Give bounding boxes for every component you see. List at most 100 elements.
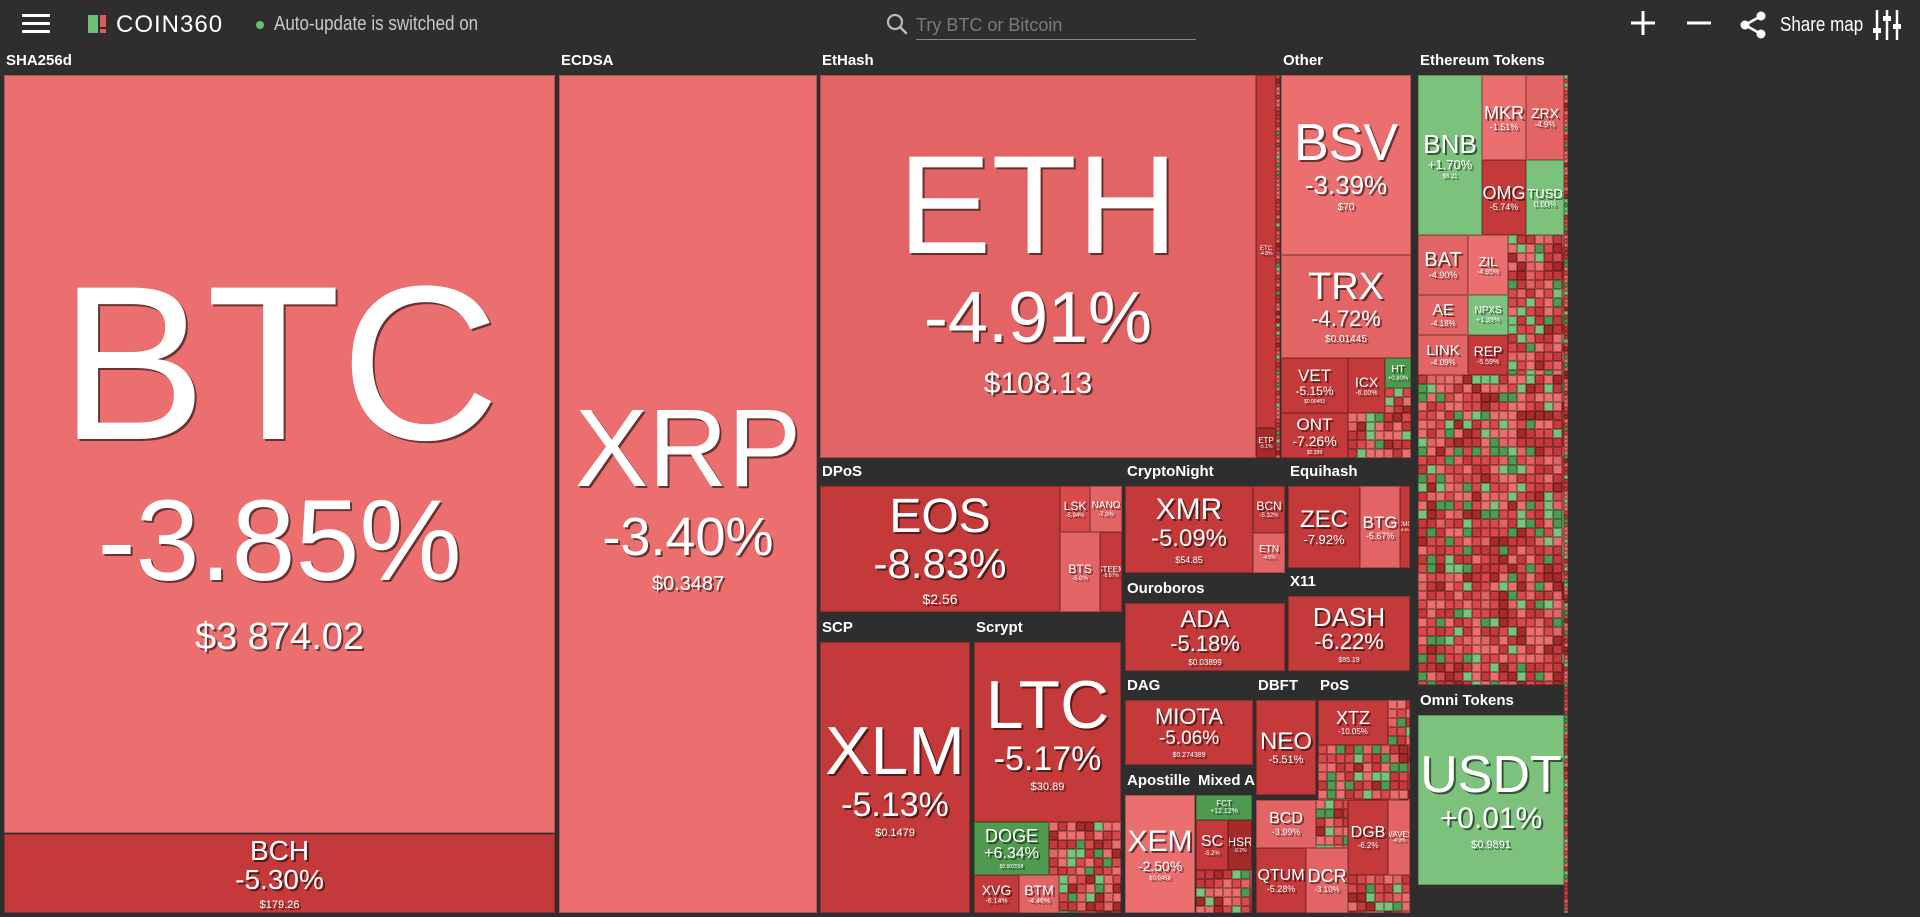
small-coin-tile[interactable] <box>1276 315 1280 319</box>
small-coin-tile[interactable] <box>1562 325 1564 334</box>
small-coin-tile[interactable] <box>1232 888 1241 897</box>
small-coin-tile[interactable] <box>1463 528 1472 537</box>
small-coin-tile[interactable] <box>1472 537 1481 546</box>
small-coin-tile[interactable] <box>1276 127 1280 131</box>
small-coin-tile[interactable] <box>1316 800 1325 809</box>
small-coin-tile[interactable] <box>1388 709 1397 718</box>
small-coin-tile[interactable] <box>1544 681 1553 685</box>
small-coin-tile[interactable] <box>1490 456 1499 465</box>
small-coin-tile[interactable] <box>1241 906 1250 913</box>
small-coin-tile[interactable] <box>1490 600 1499 609</box>
small-coin-tile[interactable] <box>1562 402 1564 411</box>
small-coin-tile[interactable] <box>1223 897 1232 906</box>
small-coin-tile[interactable] <box>1103 867 1112 875</box>
small-coin-tile[interactable] <box>1085 858 1094 867</box>
small-coin-tile[interactable] <box>1562 537 1564 546</box>
small-coin-tile[interactable] <box>1517 325 1526 334</box>
small-coin-tile[interactable] <box>1526 546 1535 555</box>
small-coin-tile[interactable] <box>1276 91 1280 95</box>
small-coin-tile[interactable] <box>1490 384 1499 393</box>
small-coin-tile[interactable] <box>1553 618 1562 627</box>
small-coin-tile[interactable] <box>1454 474 1463 483</box>
small-coin-tile[interactable] <box>1526 325 1535 334</box>
small-coin-tile[interactable] <box>1276 175 1280 179</box>
small-coin-tile[interactable] <box>1112 849 1121 858</box>
small-coin-tile[interactable] <box>1357 911 1366 913</box>
small-coin-tile[interactable] <box>1508 636 1517 645</box>
small-coin-tile[interactable] <box>1276 103 1280 107</box>
small-coin-tile[interactable] <box>1564 103 1568 107</box>
small-coin-tile[interactable] <box>1384 875 1393 884</box>
coin-tile-doge[interactable]: DOGE +6.34% $0.002558 <box>974 822 1049 875</box>
small-coin-tile[interactable] <box>1375 893 1384 902</box>
small-coin-tile[interactable] <box>1508 352 1517 361</box>
small-coin-tile[interactable] <box>1427 636 1436 645</box>
small-coin-tile[interactable] <box>1562 474 1564 483</box>
small-coin-tile[interactable] <box>1562 298 1564 307</box>
small-coin-tile[interactable] <box>1481 582 1490 591</box>
small-coin-tile[interactable] <box>1544 375 1553 384</box>
small-coin-tile[interactable] <box>1276 147 1280 151</box>
small-coin-tile[interactable] <box>1454 591 1463 600</box>
small-coin-tile[interactable] <box>1562 609 1564 618</box>
small-coin-tile[interactable] <box>1481 483 1490 492</box>
small-coin-tile[interactable] <box>1112 867 1121 875</box>
small-coin-tile[interactable] <box>1564 599 1568 603</box>
small-coin-tile[interactable] <box>1564 291 1568 295</box>
small-coin-tile[interactable] <box>1454 654 1463 663</box>
small-coin-tile[interactable] <box>1481 681 1490 685</box>
small-coin-tile[interactable] <box>1076 822 1085 831</box>
small-coin-tile[interactable] <box>1553 253 1562 262</box>
small-coin-tile[interactable] <box>1499 600 1508 609</box>
small-coin-tile[interactable] <box>1436 663 1445 672</box>
small-coin-tile[interactable] <box>1381 745 1390 754</box>
small-coin-tile[interactable] <box>1427 510 1436 519</box>
small-coin-tile[interactable] <box>1348 884 1357 893</box>
small-coin-tile[interactable] <box>1499 411 1508 420</box>
small-coin-tile[interactable] <box>1544 519 1553 528</box>
small-coin-tile[interactable] <box>1490 681 1499 685</box>
small-coin-tile[interactable] <box>1526 375 1535 384</box>
small-coin-tile[interactable] <box>1094 840 1103 849</box>
small-coin-tile[interactable] <box>1390 790 1399 799</box>
small-coin-tile[interactable] <box>1366 449 1375 458</box>
small-coin-tile[interactable] <box>1068 911 1077 913</box>
small-coin-tile[interactable] <box>1544 510 1553 519</box>
small-coin-tile[interactable] <box>1345 790 1354 799</box>
small-coin-tile[interactable] <box>1517 564 1526 573</box>
share-icon[interactable] <box>1738 10 1768 40</box>
small-coin-tile[interactable] <box>1427 402 1436 411</box>
small-coin-tile[interactable] <box>1375 884 1384 893</box>
small-coin-tile[interactable] <box>1077 875 1086 884</box>
small-coin-tile[interactable] <box>1436 609 1445 618</box>
small-coin-tile[interactable] <box>1564 635 1568 639</box>
small-coin-tile[interactable] <box>1463 672 1472 681</box>
coin-tile-xtz[interactable]: XTZ -10.05% <box>1318 700 1388 745</box>
small-coin-tile[interactable] <box>1113 884 1121 893</box>
small-coin-tile[interactable] <box>1526 492 1535 501</box>
small-coin-tile[interactable] <box>1393 413 1402 422</box>
small-coin-tile[interactable] <box>1445 654 1454 663</box>
small-coin-tile[interactable] <box>1086 884 1095 893</box>
small-coin-tile[interactable] <box>1526 456 1535 465</box>
small-coin-tile[interactable] <box>1348 422 1357 431</box>
small-coin-tile[interactable] <box>1276 87 1280 91</box>
small-coin-tile[interactable] <box>1276 279 1280 283</box>
coin-tile-bch[interactable]: BCH -5.30% $179.26 <box>4 834 555 913</box>
small-coin-tile[interactable] <box>1068 893 1077 902</box>
small-coin-tile[interactable] <box>1327 790 1336 799</box>
small-coin-tile[interactable] <box>1481 645 1490 654</box>
small-coin-tile[interactable] <box>1535 654 1544 663</box>
small-coin-tile[interactable] <box>1276 455 1280 458</box>
small-coin-tile[interactable] <box>1103 822 1112 831</box>
small-coin-tile[interactable] <box>1408 772 1410 781</box>
small-coin-tile[interactable] <box>1481 672 1490 681</box>
small-coin-tile[interactable] <box>1490 474 1499 483</box>
small-coin-tile[interactable] <box>1472 501 1481 510</box>
small-coin-tile[interactable] <box>1276 131 1280 135</box>
small-coin-tile[interactable] <box>1388 700 1397 709</box>
small-coin-tile[interactable] <box>1363 790 1372 799</box>
small-coin-tile[interactable] <box>1564 727 1568 731</box>
small-coin-tile[interactable] <box>1481 528 1490 537</box>
small-coin-tile[interactable] <box>1388 736 1397 745</box>
